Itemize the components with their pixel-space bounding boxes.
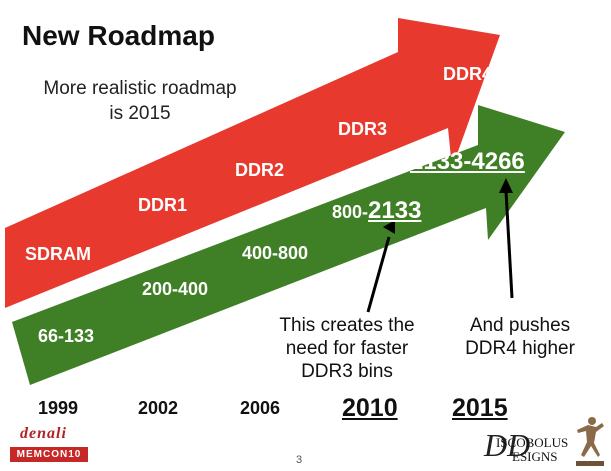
- memcon-banner: MEMCON10: [10, 447, 88, 462]
- year-2006: 2006: [240, 398, 281, 418]
- annotation-line: DDR3 bins: [301, 361, 393, 382]
- year-2015: 2015: [452, 394, 508, 422]
- discus-thrower-icon: [576, 417, 604, 466]
- denali-logo-text: denali: [20, 425, 67, 442]
- discobolus-text: ISCOBOLUS: [496, 435, 569, 450]
- annotation-ddr3-bins: This creates the need for faster DDR3 bi…: [262, 314, 432, 383]
- label-ddr2: DDR2: [235, 160, 285, 180]
- left-pointer-arrow: [366, 236, 391, 313]
- annotation-line: need for faster: [285, 338, 409, 359]
- label-66-133: 66-133: [38, 326, 95, 346]
- label-sdram: SDRAM: [25, 244, 91, 264]
- designs-text: ESIGNS: [512, 449, 558, 464]
- slide-subtitle: More realistic roadmap is 2015: [43, 78, 237, 124]
- annotation-line: And pushes: [469, 315, 571, 336]
- label-ddr4: DDR4: [443, 64, 493, 84]
- label-800-2133: 800-2133: [332, 197, 421, 225]
- annotation-line: DDR4 higher: [465, 338, 575, 359]
- label-400-800: 400-800: [242, 243, 309, 263]
- label-200-400: 200-400: [142, 279, 209, 299]
- label-2133-4266: 2133-4266: [410, 148, 525, 175]
- discobolus-designs-logo: DD ISCOBOLUS ESIGNS: [484, 415, 608, 469]
- right-pointer-arrowhead: [499, 178, 513, 193]
- year-1999: 1999: [38, 398, 79, 418]
- year-2002: 2002: [138, 398, 179, 418]
- page-number: 3: [296, 454, 303, 466]
- year-2010: 2010: [342, 394, 398, 422]
- denali-memcon-logo: denali MEMCON10: [8, 425, 90, 465]
- green-arrow: [12, 105, 565, 385]
- dd-monogram: DD: [484, 427, 531, 463]
- annotation-line: This creates the: [279, 315, 415, 336]
- red-arrow: [5, 18, 500, 308]
- label-800-prefix: 800-: [332, 202, 369, 222]
- label-ddr3: DDR3: [338, 119, 388, 139]
- annotation-ddr4-higher: And pushes DDR4 higher: [460, 314, 580, 360]
- left-pointer-arrowhead: [383, 220, 395, 234]
- right-pointer-arrow: [504, 190, 514, 299]
- slide-title: New Roadmap: [22, 20, 215, 51]
- label-2133-underlined: 2133: [368, 197, 422, 224]
- label-ddr1: DDR1: [138, 195, 188, 215]
